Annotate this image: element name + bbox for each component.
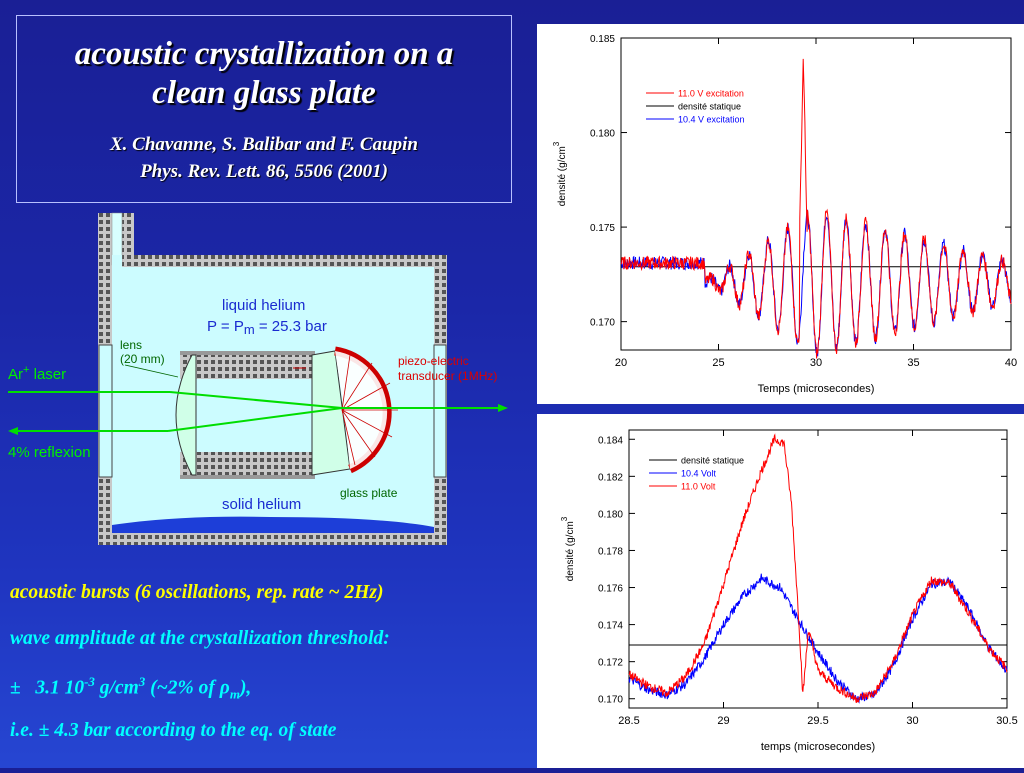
plot-frame [620,37,1012,351]
legend-label: 10.4 V excitation [678,115,745,125]
title-line-2: clean glass plate [152,75,376,111]
y-tick-label: 0.180 [590,129,615,140]
top-chart-panel: 0.170 0.175 0.180 0.185 20 25 30 35 40 Temps (mic… [537,24,1024,404]
y-tick-label: 0.185 [590,34,615,45]
caption-line-1: acoustic bursts (6 oscillations, rep. ra… [10,582,384,603]
bottom-chart: 0.170 0.172 0.174 0.176 0.178 0.180 0.182 0.184… [560,429,1018,753]
rho-symbol: ρ [219,677,230,699]
piezo-label: piezo-electric [398,354,469,368]
y-tick-label: 0.184 [598,435,623,446]
legend-label: 10.4 Volt [681,469,717,479]
amplitude-percent: (~2% of [145,677,220,699]
y-tick-label: 0.178 [598,546,623,557]
x-tick-label: 30.5 [996,715,1017,727]
legend-label: densité statique [678,102,741,112]
legend-label: 11.0 Volt [681,482,716,492]
cell-wall-top [98,255,447,267]
holder-top [180,353,315,379]
y-axis-label-exponent: 3 [552,141,561,146]
y-tick-label: 0.170 [590,318,615,329]
x-tick-label: 30 [810,357,822,369]
x-tick-label: 20 [615,357,627,369]
series-line [620,58,1012,359]
reflection-label: 4% reflexion [8,444,91,461]
series-line [628,433,1008,704]
rho-subscript: m [229,686,240,702]
amplitude-exponent: -3 [84,674,95,689]
title-box: acoustic crystallization on a clean glas… [16,15,512,203]
holder-bottom-inner [180,475,315,479]
transducer-label: transducer (1MHz) [398,369,497,383]
y-tick-label: 0.182 [598,472,623,483]
legend-label: 11.0 V excitation [678,89,744,99]
left-window [98,344,113,478]
solid-helium-label: solid helium [222,496,301,513]
y-tick-label: 0.180 [598,509,623,520]
y-axis-label-exponent: 3 [560,516,569,521]
x-tick-label: 29.5 [807,715,828,727]
y-axis-label-text: densité (g/cm [557,146,568,206]
y-tick-label: 0.170 [598,695,623,706]
y-tick-label: 0.176 [598,584,623,595]
x-tick-label: 25 [712,357,724,369]
x-tick-label: 28.5 [618,715,639,727]
legend-label: densité statique [681,456,744,466]
liquid-helium-label: liquid helium [222,297,305,314]
reference: Phys. Rev. Lett. 86, 5506 (2001) [140,161,388,182]
reflection-arrow [8,427,18,435]
amplitude-unit: g/cm [94,677,139,699]
laser-out-arrow [498,404,508,412]
fill-tube-opening [112,255,122,269]
y-tick-label: 0.175 [590,223,615,234]
caption-line-3: ± 3.1 10-3 g/cm3 (~2% of ρm), [10,674,251,702]
sound-rays [341,354,398,466]
caption-line-4: i.e. ± 4.3 bar according to the eq. of s… [10,720,337,741]
y-axis-label: densité (g/cm3 [560,516,576,581]
y-tick-label: 0.172 [598,658,623,669]
pressure-label: P = Pm = 25.3 bar [207,318,327,337]
amplitude-value: 3.1 10 [35,677,85,699]
x-tick-label: 40 [1005,357,1017,369]
series-line [620,209,1012,357]
y-axis-label: densité (g/cm3 [552,141,568,206]
right-window [433,344,447,478]
title-line-1: acoustic crystallization on a [74,36,454,72]
unit-exponent: 3 [138,674,146,689]
holder-top-inner [180,351,315,355]
x-tick-label: 30 [906,715,918,727]
bottom-chart-panel: 0.170 0.172 0.174 0.176 0.178 0.180 0.182 0.184… [537,414,1024,768]
glass-plate-label: glass plate [340,486,398,500]
setup-diagram: liquid helium P = Pm = 25.3 bar lens (20… [8,212,508,545]
authors: X. Chavanne, S. Balibar and F. Caupin [110,134,418,155]
series-line [628,573,1008,704]
cell-wall-bottom [98,533,447,545]
y-tick-label: 0.174 [598,621,623,632]
x-tick-label: 35 [907,357,919,369]
laser-label: Ar+ laser [8,364,66,383]
top-chart: 0.170 0.175 0.180 0.185 20 25 30 35 40 Temps (mic… [552,34,1017,395]
x-tick-label: 29 [717,715,729,727]
laser-beams [8,364,505,432]
caption-line-2: wave amplitude at the crystallization th… [10,628,390,649]
plus-minus: ± [10,677,21,699]
x-axis-label: Temps (microsecondes) [758,383,875,395]
holder-bottom [180,452,315,478]
x-axis-label: temps (microsecondes) [761,741,875,753]
lens-label: lens [120,338,142,352]
solid-helium [112,516,434,533]
lens-size-label: (20 mm) [120,352,165,366]
slide-title: acoustic crystallization on a clean glas… [17,35,511,113]
amplitude-close: ), [239,677,252,699]
citation: X. Chavanne, S. Balibar and F. Caupin Ph… [17,131,511,185]
y-axis-label-text: densité (g/cm [565,521,576,581]
